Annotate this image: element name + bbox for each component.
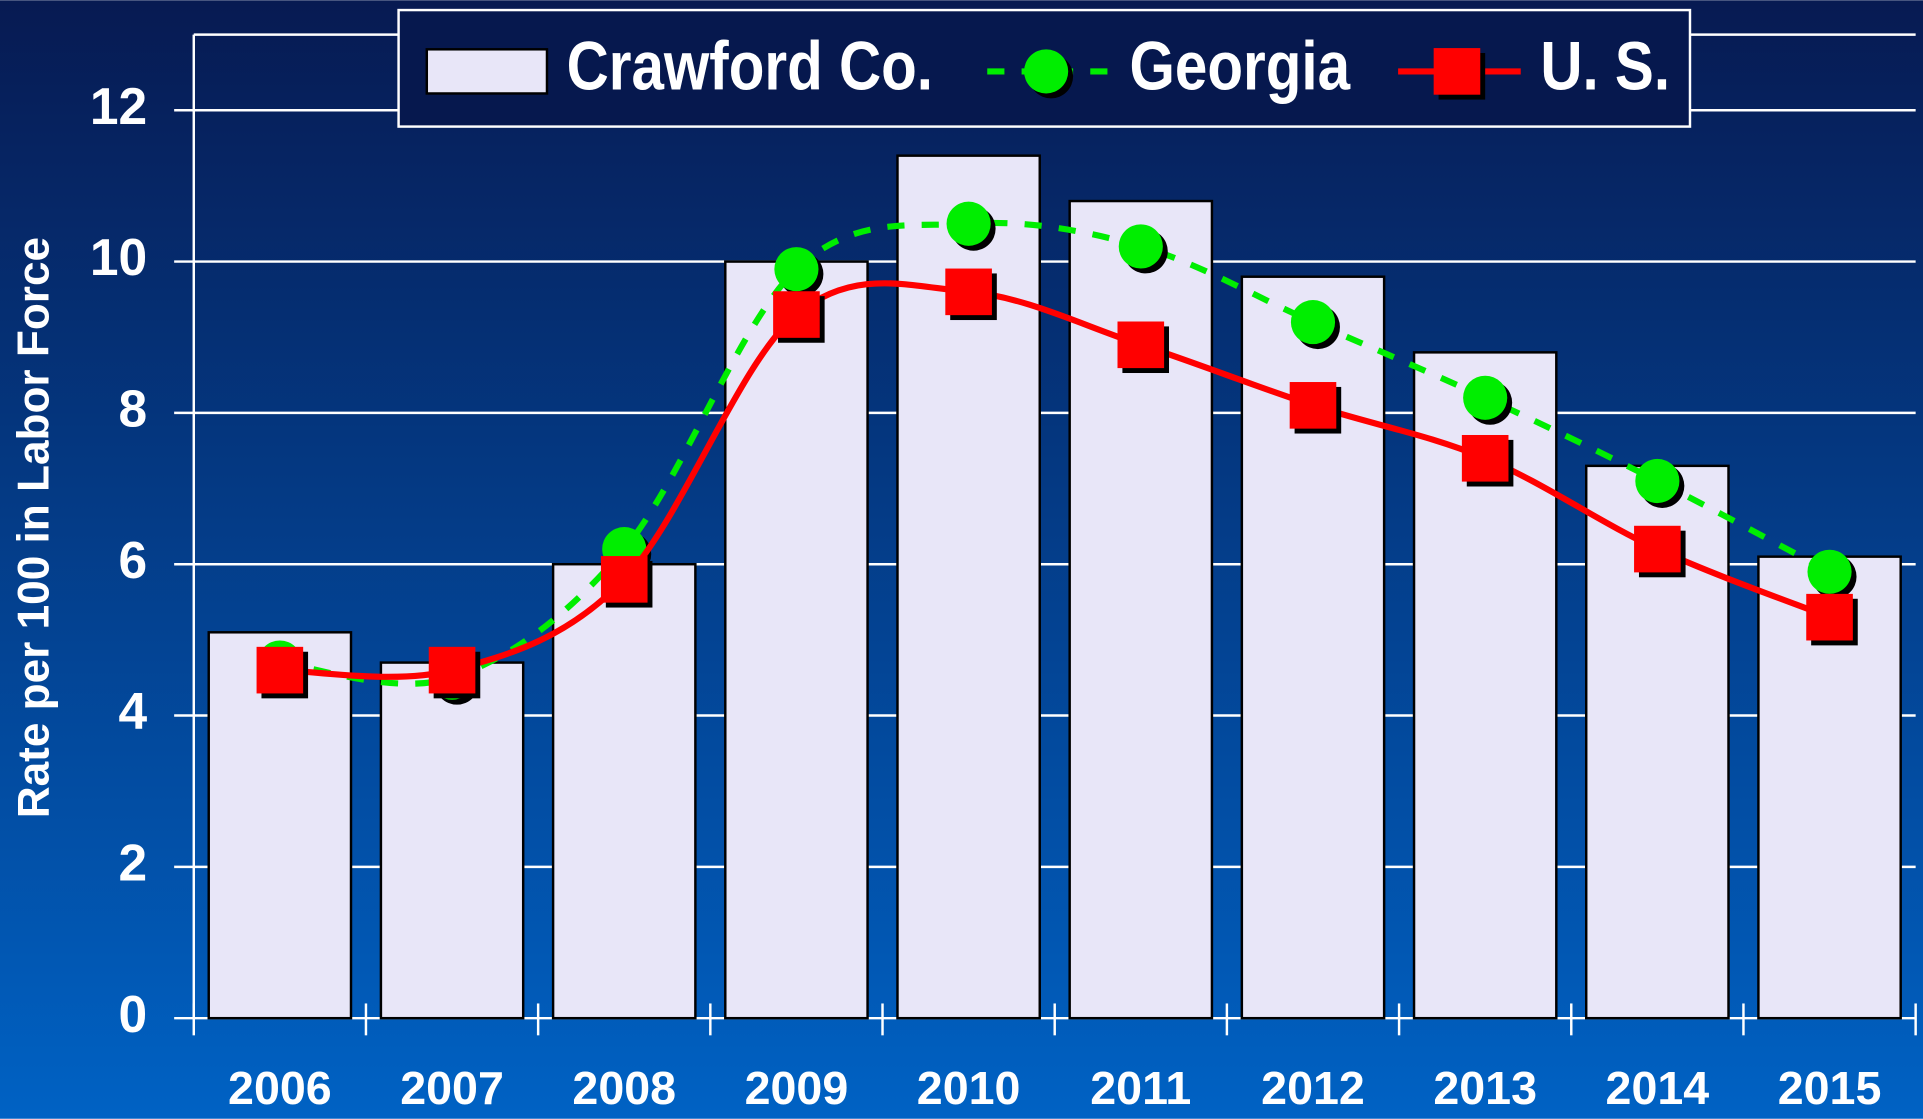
legend-marker — [1024, 49, 1069, 94]
legend-marker — [1433, 48, 1481, 95]
point — [1634, 525, 1681, 573]
point — [1117, 321, 1165, 369]
bar — [724, 260, 869, 1020]
y-tick-label: 12 — [90, 77, 147, 135]
x-tick-label: 2009 — [745, 1062, 849, 1114]
y-axis-label: Rate per 100 in Labor Force — [9, 237, 58, 818]
point — [1635, 458, 1680, 504]
point — [773, 291, 820, 338]
y-tick-label: 10 — [90, 228, 147, 286]
x-tick-label: 2007 — [400, 1062, 504, 1114]
x-tick-label: 2013 — [1433, 1062, 1537, 1114]
point — [600, 556, 648, 603]
x-tick-label: 2011 — [1090, 1062, 1191, 1114]
x-tick-label: 2015 — [1778, 1062, 1882, 1114]
bar — [1068, 199, 1214, 1020]
point — [774, 247, 819, 292]
point — [1807, 549, 1852, 594]
point — [1806, 593, 1853, 641]
point — [1290, 300, 1336, 345]
point — [946, 201, 991, 246]
point — [1463, 375, 1508, 420]
x-tick-label: 2012 — [1261, 1062, 1365, 1114]
point — [256, 646, 304, 694]
legend-label: U. S. — [1540, 27, 1670, 105]
point — [1289, 382, 1337, 429]
point — [1118, 224, 1163, 269]
y-tick-label: 0 — [119, 985, 148, 1043]
point — [945, 268, 992, 316]
y-tick-label: 6 — [119, 531, 148, 589]
bar — [379, 661, 525, 1020]
bar — [551, 562, 697, 1020]
x-tick-label: 2010 — [917, 1062, 1021, 1114]
line — [279, 219, 1831, 687]
line — [279, 280, 1831, 680]
x-tick-label: 2014 — [1606, 1062, 1710, 1114]
legend-label: Georgia — [1130, 27, 1351, 105]
x-tick-label: 2006 — [228, 1062, 332, 1114]
y-tick-label: 2 — [119, 833, 148, 891]
legend-swatch — [425, 48, 549, 95]
point — [428, 646, 476, 694]
y-tick-label: 8 — [119, 380, 148, 438]
point — [1461, 434, 1509, 482]
y-tick-label: 4 — [119, 682, 148, 740]
x-tick-label: 2008 — [572, 1062, 676, 1114]
legend-label: Crawford Co. — [567, 27, 933, 105]
